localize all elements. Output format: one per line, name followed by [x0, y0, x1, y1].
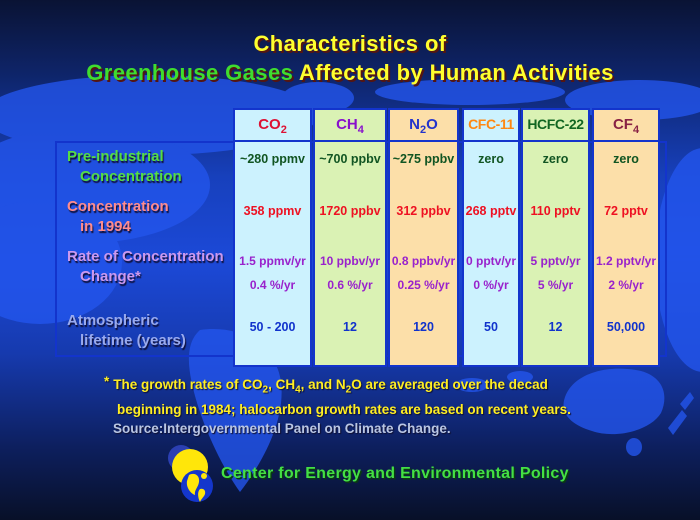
slide-title-line1: Characteristics of	[253, 31, 447, 56]
cell-hcfc22-1994: 110 pptv	[530, 204, 581, 218]
column-header-cfc11: CFC-11	[464, 110, 518, 142]
cell-cf4-1994: 72 pptv	[604, 204, 648, 218]
cell-hcfc22-lifetime: 12	[548, 320, 563, 334]
cell-n2o-rate-pct: 0.25 %/yr	[397, 278, 450, 292]
cell-ch4-rate-abs: 10 ppbv/yr	[319, 254, 381, 268]
cell-ch4-lifetime: 12	[343, 320, 357, 334]
cell-n2o-lifetime: 120	[413, 320, 434, 334]
row-label-rate-2: Change*	[80, 268, 141, 285]
column-header-cf4: CF4	[594, 110, 658, 142]
slide-title-line2: Greenhouse Gases Affected by Human Activ…	[0, 60, 700, 86]
cell-ch4-1994: 1720 ppbv	[319, 204, 381, 218]
cell-n2o-preindustrial: ~275 ppbv	[392, 152, 455, 166]
row-label-1994-2: in 1994	[80, 218, 131, 235]
cell-n2o-1994: 312 ppbv	[396, 204, 451, 218]
footnote-asterisk: *	[104, 374, 110, 389]
cell-cf4-preindustrial: zero	[613, 152, 639, 166]
cell-hcfc22-preindustrial: zero	[542, 152, 569, 166]
cell-cfc11-preindustrial: zero	[478, 152, 504, 166]
ceep-globe-logo-icon	[168, 445, 213, 502]
cell-hcfc22-rate-abs: 5 pptv/yr	[530, 254, 581, 268]
row-label-rate-1: Rate of Concentration	[67, 248, 224, 265]
row-label-lifetime-1: Atmospheric	[67, 312, 159, 329]
row-label-preindustrial-1: Pre-industrial	[67, 148, 164, 165]
row-label-lifetime-2: lifetime (years)	[80, 332, 186, 349]
footnote-line1: * The growth rates of CO2, CH4, and N2O a…	[104, 374, 548, 396]
cell-cf4-rate-abs: 1.2 pptv/yr	[595, 254, 657, 268]
footer-org-name: Center for Energy and Environmental Poli…	[221, 465, 569, 482]
cell-co2-rate-abs: 1.5 ppmv/yr	[239, 254, 306, 268]
cell-cfc11-rate-abs: 0 pptv/yr	[465, 254, 516, 268]
cell-hcfc22-rate-pct: 5 %/yr	[537, 278, 574, 292]
column-co2: CO2 ~280 ppmv 358 ppmv 1.5 ppmv/yr 0.4 %…	[233, 108, 312, 367]
title-green-segment: Greenhouse Gases	[86, 60, 294, 85]
cell-cf4-rate-pct: 2 %/yr	[608, 278, 644, 292]
column-ch4: CH4 ~700 ppbv 1720 ppbv 10 ppbv/yr 0.6 %…	[313, 108, 387, 367]
column-header-n2o: N2O	[390, 110, 457, 142]
cell-n2o-rate-abs: 0.8 ppbv/yr	[391, 254, 456, 268]
row-label-preindustrial-2: Concentration	[80, 168, 182, 185]
cell-cfc11-1994: 268 pptv	[465, 204, 517, 218]
footnote-source: Source:Intergovernmental Panel on Climat…	[113, 420, 451, 436]
row-label-1994-1: Concentration	[67, 198, 169, 215]
column-n2o: N2O ~275 ppbv 312 ppbv 0.8 ppbv/yr 0.25 …	[388, 108, 459, 367]
column-header-ch4: CH4	[315, 110, 385, 142]
footnote-line2: beginning in 1984; halocarbon growth rat…	[117, 401, 571, 417]
cell-co2-preindustrial: ~280 ppmv	[240, 152, 305, 166]
title-yellow-segment: Affected by Human Activities	[293, 60, 614, 85]
footnote: * The growth rates of CO2, CH4, and N2O a…	[104, 374, 571, 438]
cell-co2-rate-pct: 0.4 %/yr	[249, 278, 296, 292]
cell-co2-1994: 358 ppmv	[243, 204, 302, 218]
cell-co2-lifetime: 50 - 200	[249, 320, 296, 334]
column-cf4: CF4 zero 72 pptv 1.2 pptv/yr 2 %/yr 50,0…	[592, 108, 660, 367]
cell-cfc11-rate-pct: 0 %/yr	[473, 278, 509, 292]
column-header-hcfc22: HCFC-22	[523, 110, 588, 142]
cell-ch4-preindustrial: ~700 ppbv	[319, 152, 381, 166]
cell-cfc11-lifetime: 50	[484, 320, 498, 334]
column-cfc11: CFC-11 zero 268 pptv 0 pptv/yr 0 %/yr 50	[462, 108, 520, 367]
cell-ch4-rate-pct: 0.6 %/yr	[327, 278, 373, 292]
column-hcfc22: HCFC-22 zero 110 pptv 5 pptv/yr 5 %/yr 1…	[521, 108, 590, 367]
column-header-co2: CO2	[235, 110, 310, 142]
cell-cf4-lifetime: 50,000	[606, 320, 646, 334]
